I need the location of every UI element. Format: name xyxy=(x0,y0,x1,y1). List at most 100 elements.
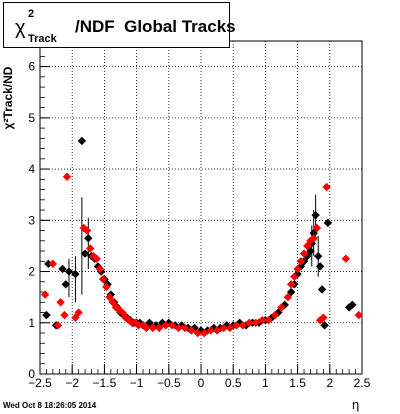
data-point-red xyxy=(270,310,280,320)
x-axis-label: η xyxy=(352,397,359,412)
x-tick-label: 0.5 xyxy=(225,376,242,390)
y-tick-label: 0 xyxy=(28,367,35,381)
data-point-red xyxy=(82,226,92,235)
data-point-red xyxy=(60,310,69,320)
data-point-red xyxy=(245,318,254,327)
tick-labels: −2.5 −2 −1.5 −1 −0.5 0 0.5 1 1.5 2 2.5 0 1 2 3 4 5 6 xyxy=(28,60,371,390)
title-text: /NDF Global Tracks xyxy=(75,17,236,36)
data-point-red xyxy=(286,280,296,289)
chart-title: χ 2 Track /NDF Global Tracks xyxy=(3,2,236,48)
data-point-black xyxy=(84,234,93,243)
data-point-red xyxy=(79,223,88,233)
x-tick-label: 0 xyxy=(198,376,205,390)
data-point-black xyxy=(71,269,80,279)
data-point-black xyxy=(93,262,103,271)
data-point-red xyxy=(293,264,302,274)
data-point-black xyxy=(320,321,329,330)
data-point-red xyxy=(312,223,322,233)
y-axis-label: χ²Track/ND xyxy=(1,66,15,129)
data-point-black xyxy=(348,300,357,310)
data-point-red xyxy=(319,313,328,322)
data-point-black xyxy=(77,136,87,146)
x-tick-label: −1 xyxy=(130,376,144,390)
x-tick-label: −2.5 xyxy=(28,376,52,390)
data-point-black xyxy=(80,249,90,258)
x-tick-label: 1 xyxy=(262,376,269,390)
data-point-red xyxy=(251,318,260,327)
data-point-red xyxy=(161,321,170,330)
data-point-black xyxy=(42,310,51,320)
data-point-red xyxy=(95,264,105,274)
data-point-red xyxy=(232,321,241,330)
data-point-black xyxy=(44,259,53,269)
data-point-black xyxy=(317,285,327,294)
data-point-red xyxy=(111,303,121,312)
data-point-red xyxy=(121,313,130,322)
data-point-red xyxy=(225,323,235,333)
data-point-red xyxy=(322,182,331,192)
x-tick-label: −2 xyxy=(65,376,79,390)
x-tick-label: 1.5 xyxy=(289,376,306,390)
data-point-red xyxy=(40,290,50,299)
data-point-red xyxy=(341,254,351,263)
data-point-red xyxy=(354,310,363,320)
title-subscript: Track xyxy=(28,33,57,45)
data-point-black xyxy=(314,251,323,261)
data-point-red xyxy=(53,321,63,330)
data-point-red xyxy=(296,257,306,266)
data-point-red xyxy=(309,234,318,243)
axis-ticks xyxy=(39,45,363,375)
data-point-red xyxy=(142,323,151,333)
y-tick-label: 5 xyxy=(28,111,35,125)
data-point-red xyxy=(283,292,293,302)
y-tick-label: 1 xyxy=(28,316,35,330)
y-tick-label: 6 xyxy=(28,60,35,74)
data-point-black xyxy=(58,264,67,274)
data-point-black xyxy=(61,280,70,289)
data-point-black xyxy=(311,210,320,220)
data-point-red xyxy=(193,328,202,338)
data-point-red xyxy=(102,282,111,292)
title-superscript: 2 xyxy=(28,8,35,20)
data-point-black xyxy=(64,267,74,276)
data-point-red xyxy=(212,326,222,335)
data-point-red xyxy=(174,323,183,333)
data-point-red xyxy=(264,316,273,325)
data-point-red xyxy=(206,326,215,335)
data-point-red xyxy=(148,323,157,333)
data-point-red xyxy=(98,275,108,284)
data-point-red xyxy=(134,321,143,330)
data-point-red xyxy=(257,316,267,325)
data-point-red xyxy=(48,259,58,269)
plot-frame xyxy=(39,40,363,375)
y-axis-label-text: χ²Track/ND xyxy=(1,66,15,129)
data-points xyxy=(40,136,363,338)
y-tick-label: 2 xyxy=(28,265,35,279)
data-point-red xyxy=(74,308,83,317)
title-symbol: χ xyxy=(15,17,26,39)
data-point-red xyxy=(238,321,248,330)
x-tick-label: −1.5 xyxy=(93,376,117,390)
data-point-red xyxy=(118,308,127,317)
data-point-red xyxy=(62,172,72,181)
data-point-red xyxy=(187,326,196,335)
y-tick-label: 3 xyxy=(28,213,35,227)
data-point-red xyxy=(92,254,101,263)
data-point-red xyxy=(290,272,299,281)
y-tick-label: 4 xyxy=(28,162,35,176)
data-point-red xyxy=(180,323,190,333)
timestamp: Wed Oct 8 18:26:05 2014 xyxy=(3,401,97,410)
data-point-black xyxy=(323,218,333,228)
x-tick-label: 2.5 xyxy=(354,376,371,390)
data-point-black xyxy=(315,262,325,271)
data-point-red xyxy=(167,321,177,330)
data-point-red xyxy=(154,323,164,333)
data-point-red xyxy=(86,244,95,253)
data-point-red xyxy=(56,298,65,307)
data-point-red xyxy=(219,323,228,333)
x-tick-label: 2 xyxy=(326,376,333,390)
x-tick-label: −0.5 xyxy=(157,376,181,390)
data-point-black xyxy=(190,323,199,333)
grid-lines xyxy=(40,41,362,374)
